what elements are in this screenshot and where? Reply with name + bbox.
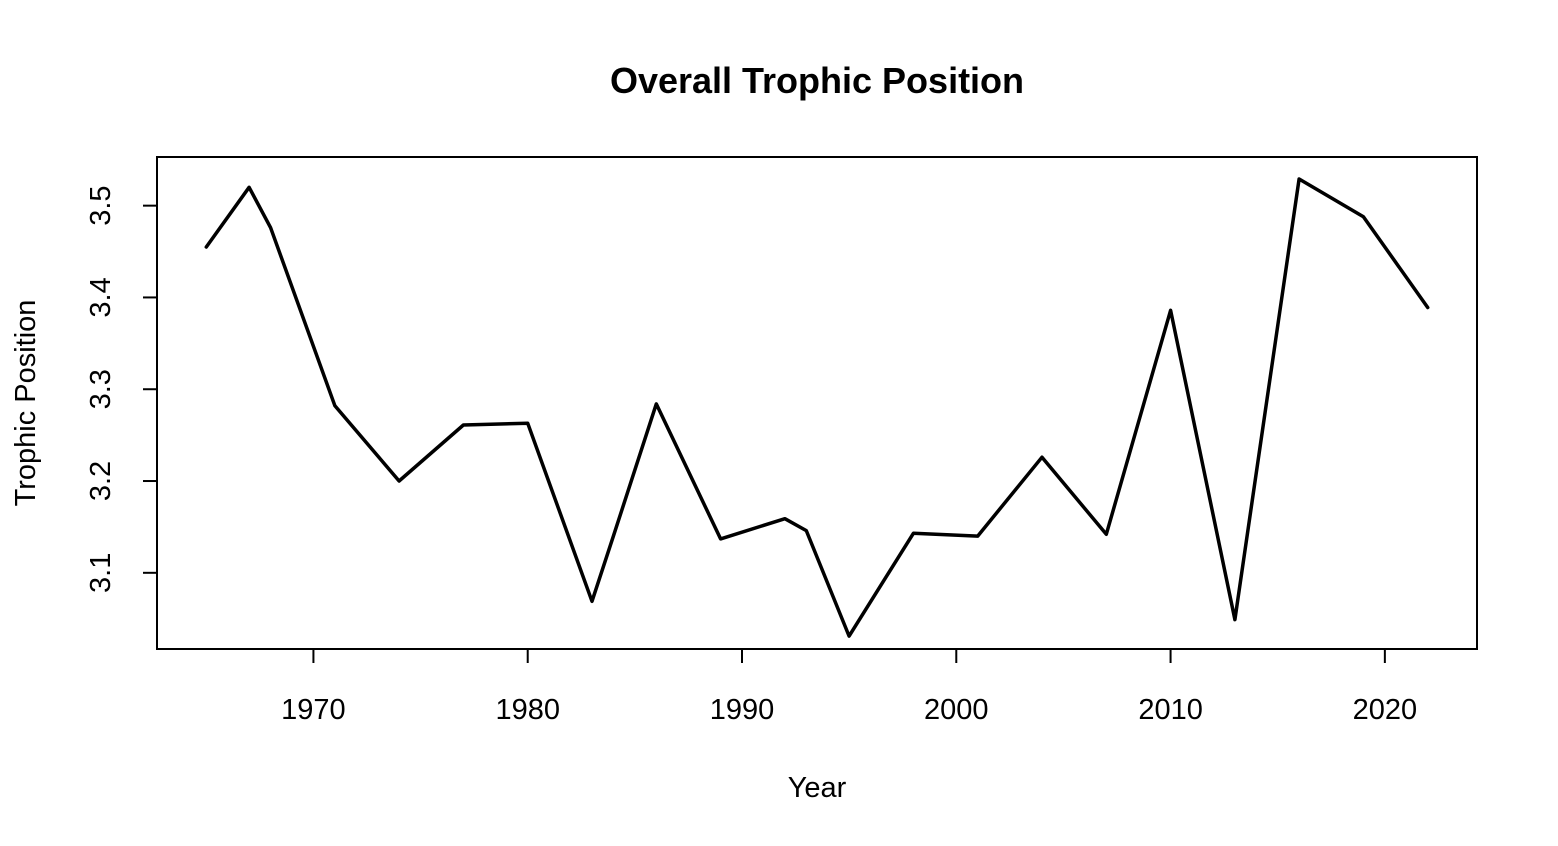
x-axis: 1970 1980 1990 2000 2010 2020	[281, 649, 1417, 726]
y-tick-label: 3.4	[85, 277, 117, 317]
x-tick-label: 2000	[924, 694, 989, 726]
x-tick-label: 1970	[281, 694, 346, 726]
x-tick-label: 1990	[710, 694, 775, 726]
y-tick-label: 3.2	[85, 461, 117, 501]
plot-frame	[156, 156, 1478, 650]
chart-title: Overall Trophic Position	[610, 60, 1024, 101]
y-tick-label: 3.1	[85, 553, 117, 593]
y-axis: 3.1 3.2 3.3 3.4 3.5	[85, 185, 157, 593]
series-line	[204, 177, 1430, 638]
x-axis-label: Year	[788, 772, 847, 804]
y-tick-label: 3.3	[85, 369, 117, 409]
y-axis-label: Trophic Position	[10, 300, 42, 507]
y-tick-label: 3.5	[85, 185, 117, 225]
x-tick-label: 2020	[1353, 694, 1418, 726]
x-tick-label: 1980	[495, 694, 560, 726]
x-tick-label: 2010	[1138, 694, 1203, 726]
